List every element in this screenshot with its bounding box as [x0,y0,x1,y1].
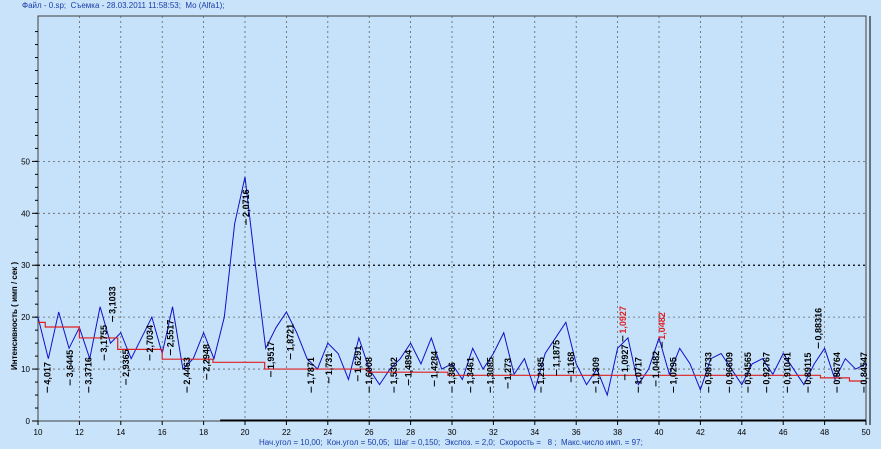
x-tick-label: 34 [530,428,539,437]
peak-label: 1,731 [324,353,334,376]
x-tick-label: 40 [655,428,664,437]
peak-label: 0,86764 [832,352,842,385]
peak-label: 1,4894 [404,350,414,378]
y-tick-label: 20 [21,313,30,322]
peak-label: 0,89115 [803,353,813,385]
peak-label: 0,98733 [704,352,714,385]
peak-label: 1,0717 [633,357,643,385]
x-tick-label: 26 [365,428,374,437]
peak-label: 1,3461 [466,357,476,385]
y-tick-label: 40 [21,209,30,218]
y-tick-label: 50 [21,157,30,166]
peak-label: 0,88316 [813,308,823,341]
peak-label: 1,9517 [266,342,276,370]
peak-label: 1,7871 [306,357,316,385]
x-tick-label: 38 [613,428,622,437]
x-tick-label: 42 [696,428,705,437]
x-tick-label: 14 [116,428,125,437]
peak-label: 0,96609 [724,352,734,385]
x-tick-label: 24 [323,428,332,437]
peak-label: 1,0482 [657,312,667,340]
peak-label: 2,9365 [121,349,131,377]
peak-label: 1,6291 [353,346,363,374]
y-tick-label: 30 [21,261,30,270]
peak-label: 1,273 [503,358,513,381]
peak-label: 3,6445 [65,350,75,378]
peak-label: 1,4284 [429,351,439,379]
measurement-params: Нач.угол = 10,00; Кон.угол = 50,05; Шаг … [259,438,643,447]
x-tick-label: 22 [282,428,291,437]
x-tick-label: 28 [406,428,415,437]
peak-label: 1,2185 [536,357,546,385]
peak-label: 0,91041 [782,352,792,385]
x-tick-label: 20 [241,428,250,437]
peak-label: 0,92767 [762,352,772,385]
peak-label: 1,0927 [618,306,628,334]
peak-labels: 4,017 3,6445 3,3716 3,1755 3,1033 2,9365 2,703… [42,189,869,393]
peak-label: 1,386 [447,362,457,385]
peak-label: 1,1309 [591,357,601,385]
peak-label: 1,6008 [364,357,374,385]
x-tick-label: 50 [862,428,871,437]
peak-label: 1,0295 [668,357,678,385]
peak-label: 1,1875 [552,340,562,368]
file-info-title: Файл - 0.sp; Съемка - 28.03.2011 11:58:5… [22,1,225,10]
peak-label: 1,3085 [485,357,495,385]
x-tick-label: 32 [489,428,498,437]
peak-label: 3,1755 [99,325,109,353]
peak-label: 3,1033 [108,286,118,314]
peak-label: 1,0927 [620,345,630,373]
x-tick-label: 46 [779,428,788,437]
y-axis-label: Интенсивность ( имп / сек ) [10,261,19,370]
y-tick-label: 10 [21,365,30,374]
x-tick-label: 16 [158,428,167,437]
peak-label: 2,5517 [165,320,175,348]
plot-area [37,15,867,422]
peak-label: 2,2948 [202,344,212,372]
x-tick-label: 30 [448,428,457,437]
peak-label: 2,4463 [182,357,192,385]
x-tick-label: 10 [34,428,43,437]
peak-label: 4,017 [42,362,52,385]
pattern-line [37,176,867,397]
series-layer [37,176,867,397]
x-tick-label: 12 [75,428,84,437]
peak-label: 0,84547 [859,352,869,385]
x-tick-label: 44 [737,428,746,437]
x-tick-label: 36 [572,428,581,437]
peak-label: 3,3716 [84,357,94,385]
grid [38,16,866,421]
peak-label: 2,7034 [145,325,155,353]
background-line [38,321,866,382]
peak-label: 1,168 [566,352,576,375]
x-tick-label: 18 [199,428,208,437]
peak-label: 1,0482 [651,351,661,379]
axes: 10 12 14 16 18 20 22 24 26 28 30 32 34 36 38 40 42 44 46 48… [21,31,871,437]
y-tick-label: 0 [26,417,31,426]
peak-label: 0,94565 [743,352,753,385]
x-tick-label: 48 [820,428,829,437]
peak-label: 2,0716 [241,189,251,217]
peak-label: 1,8721 [286,324,296,352]
peak-label: 1,5302 [389,357,399,385]
